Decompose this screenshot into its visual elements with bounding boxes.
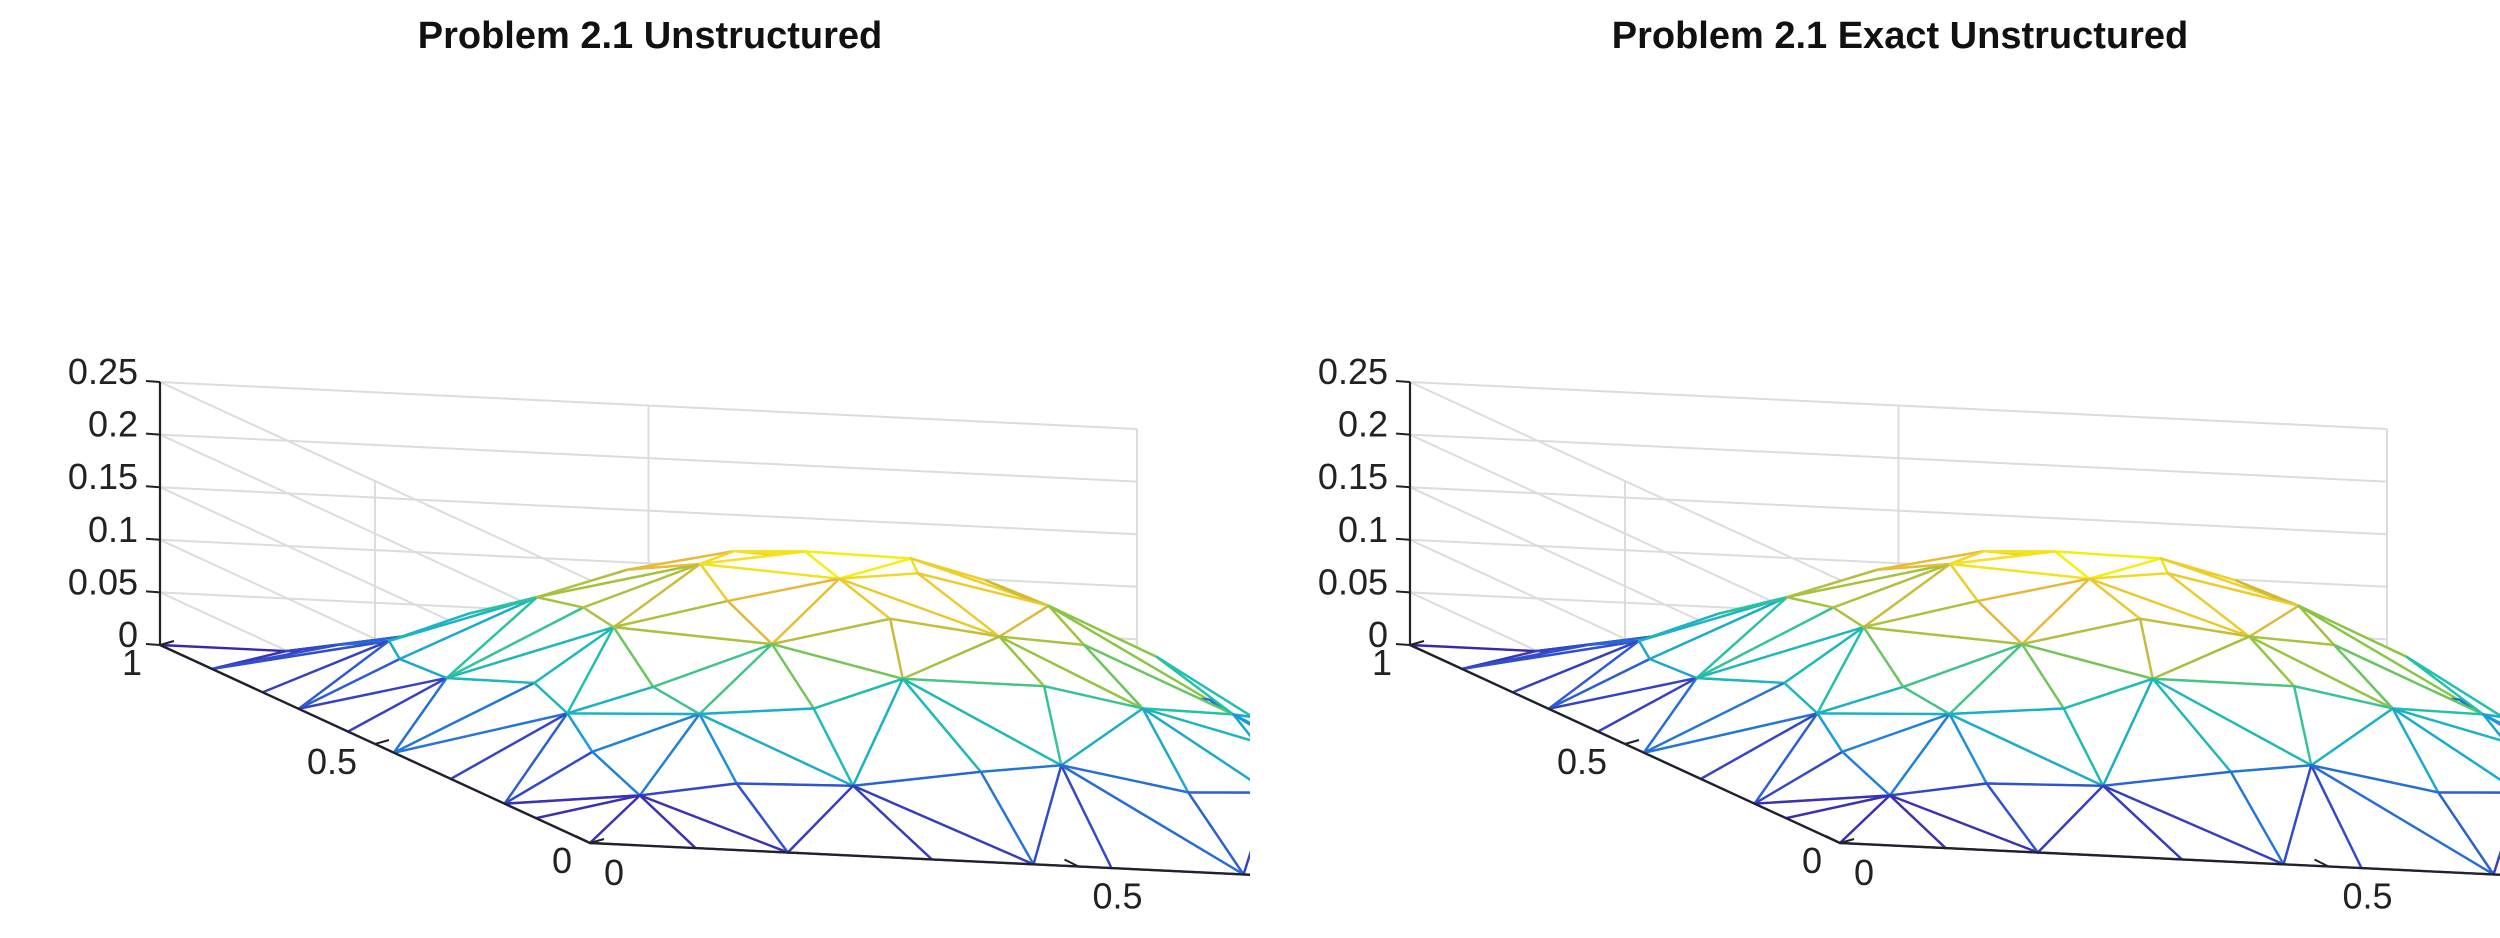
y-tick-label: 0.5 (1557, 741, 1607, 782)
z-tick-label: 0.15 (68, 456, 138, 497)
z-tick-label: 0.1 (88, 509, 138, 550)
z-tick-label: 0.1 (1338, 509, 1388, 550)
y-tick-label: 1 (1372, 642, 1392, 683)
surface-mesh (1408, 550, 2500, 876)
z-tick (145, 537, 161, 541)
y-tick (374, 739, 390, 745)
x-tick (575, 835, 591, 844)
z-tick (1395, 590, 1411, 594)
mesh-triangle (2482, 713, 2500, 738)
chart-title: Problem 2.1 Unstructured (418, 15, 883, 57)
y-tick (589, 838, 605, 844)
mesh-triangle (1232, 713, 1250, 726)
z-tick (145, 590, 161, 594)
y-tick (1839, 838, 1855, 844)
z-tick-label: 0.05 (1318, 561, 1388, 602)
chart-panel-left: Problem 2.1 Unstructured 0 0.05 0.1 0.15 0.2… (68, 15, 1250, 917)
mesh-triangle (1187, 791, 1250, 876)
z-tick-label: 0 (118, 614, 138, 655)
z-tick (1395, 537, 1411, 541)
mesh-triangle (2437, 791, 2500, 876)
z-tick-label: 0.05 (68, 561, 138, 602)
y-tick-label: 1 (122, 642, 142, 683)
z-tick (1395, 643, 1411, 646)
z-tick (1395, 485, 1411, 489)
z-tick-label: 0.25 (1318, 351, 1388, 392)
x-tick (1825, 835, 1841, 844)
z-tick (1395, 432, 1411, 436)
y-tick (159, 640, 175, 646)
z-tick-label: 0 (1368, 614, 1388, 655)
mesh-triangle (1232, 713, 1250, 738)
chart-panel-right: Problem 2.1 Exact Unstructured 0 0.05 0.1 0… (1250, 0, 2500, 938)
mesh-triangle (2492, 850, 2500, 876)
z-tick (145, 432, 161, 436)
y-tick-label: 0 (1802, 840, 1822, 881)
z-tick (145, 643, 161, 646)
chart-title: Problem 2.1 Exact Unstructured (1612, 15, 2189, 57)
y-tick-label: 0.5 (307, 741, 357, 782)
z-tick (1395, 380, 1411, 383)
surface-mesh (158, 550, 1250, 876)
surface-plot-right: Problem 2.1 Exact Unstructured 0 0.05 0.1 0… (1318, 15, 2500, 917)
x-tick-label: 0.5 (1093, 876, 1143, 917)
x-tick-label: 0 (1854, 852, 1874, 893)
y-tick (1409, 640, 1425, 646)
z-tick (145, 485, 161, 489)
surface-plot-left: Problem 2.1 Unstructured 0 0.05 0.1 0.15 0.2… (68, 15, 1250, 917)
z-tick (145, 380, 161, 383)
mesh-triangle (1242, 850, 1250, 876)
z-tick-label: 0.2 (88, 404, 138, 445)
x-tick (1064, 858, 1079, 868)
y-tick (1624, 739, 1640, 745)
x-tick (2314, 858, 2329, 868)
mesh-triangle (2482, 713, 2500, 726)
y-tick-label: 0 (552, 840, 572, 881)
x-tick-label: 0.5 (2343, 876, 2393, 917)
z-tick-label: 0.25 (68, 351, 138, 392)
z-tick-label: 0.15 (1318, 456, 1388, 497)
x-tick-label: 0 (604, 852, 624, 893)
z-tick-label: 0.2 (1338, 404, 1388, 445)
